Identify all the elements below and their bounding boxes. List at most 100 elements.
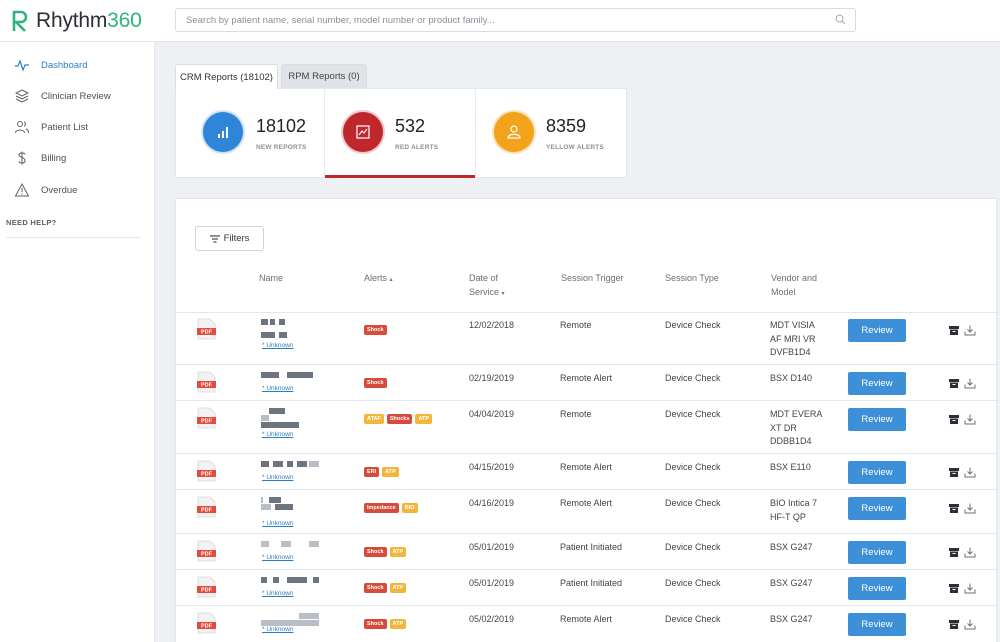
vendor-model-cell: BIO Intica 7 HF-T QP — [770, 497, 817, 524]
search-input[interactable] — [176, 9, 816, 31]
stat-yellow-alerts[interactable]: 8359 YELLOW ALERTS — [476, 89, 626, 178]
stats-card: 18102 NEW REPORTS 532 RED ALERTS 8359 YE… — [175, 88, 627, 178]
tab-rpm-reports[interactable]: RPM Reports (0) — [281, 64, 367, 88]
divider — [324, 89, 325, 178]
session-type-cell: Device Check — [665, 462, 721, 472]
table-row[interactable]: PDF * Unknown Shock ATP 05/01/2019 Patient In… — [176, 570, 998, 606]
unknown-link[interactable]: * Unknown — [262, 431, 294, 438]
pdf-icon[interactable]: PDF — [197, 540, 216, 562]
alerts-cell: Shock — [364, 320, 436, 339]
pdf-icon[interactable]: PDF — [197, 371, 216, 393]
review-button[interactable]: Review — [848, 408, 906, 431]
table-row[interactable]: PDF * Unknown Shock ATP 05/01/2019 Patient In… — [176, 534, 998, 570]
need-help-link[interactable]: NEED HELP? — [6, 218, 57, 227]
session-type-cell: Device Check — [665, 578, 721, 588]
table-row[interactable]: PDF * Unknown ERI ATP 04/15/2019 Remote Alert… — [176, 454, 998, 490]
app-logo[interactable]: Rhythm360 — [12, 8, 142, 34]
download-icon[interactable] — [964, 378, 976, 389]
download-icon[interactable] — [964, 583, 976, 594]
table-row[interactable]: PDF * Unknown Shock 12/02/2018 Remote Device … — [176, 312, 998, 365]
col-header-name[interactable]: Name — [259, 273, 284, 283]
unknown-link[interactable]: * Unknown — [262, 626, 294, 633]
session-trigger-cell: Remote Alert — [560, 373, 613, 383]
unknown-link[interactable]: * Unknown — [262, 520, 294, 527]
archive-icon[interactable] — [949, 584, 959, 593]
pdf-icon[interactable]: PDF — [197, 576, 216, 598]
alert-badge: ATP — [382, 467, 399, 477]
archive-icon[interactable] — [949, 379, 959, 388]
table-row[interactable]: PDF * Unknown Shock ATP 05/02/2019 Remote Ale… — [176, 606, 998, 642]
archive-icon[interactable] — [949, 620, 959, 629]
session-trigger-cell: Patient Initiated — [560, 578, 623, 588]
vendor-model-line: MDT VISIA — [770, 320, 815, 330]
svg-text:PDF: PDF — [201, 472, 213, 478]
dollar-icon — [18, 151, 26, 165]
search-icon[interactable] — [835, 14, 846, 25]
review-button[interactable]: Review — [848, 461, 906, 484]
unknown-link[interactable]: * Unknown — [262, 590, 294, 597]
download-icon[interactable] — [964, 467, 976, 478]
download-icon[interactable] — [964, 325, 976, 336]
unknown-link[interactable]: * Unknown — [262, 474, 294, 481]
table-row[interactable]: PDF * Unknown Shock 02/19/2019 Remote Alert D… — [176, 365, 998, 401]
logo-r-icon — [12, 10, 28, 32]
review-button[interactable]: Review — [848, 319, 906, 342]
unknown-link[interactable]: * Unknown — [262, 342, 294, 349]
review-button[interactable]: Review — [848, 372, 906, 395]
sidebar-item-overdue[interactable]: Overdue — [0, 178, 155, 202]
sidebar-item-dashboard[interactable]: Dashboard — [0, 53, 155, 77]
pdf-icon[interactable]: PDF — [197, 407, 216, 429]
svg-text:PDF: PDF — [201, 588, 213, 594]
layers-icon — [15, 89, 29, 103]
sidebar-item-patient-list[interactable]: Patient List — [0, 115, 155, 139]
table-row[interactable]: PDF * Unknown Impedance BIO 04/16/2019 Remote… — [176, 490, 998, 534]
filters-button[interactable]: Filters — [195, 226, 264, 251]
col-header-date[interactable]: Date of Service ▾ — [469, 273, 505, 297]
alert-badge: ATAF — [364, 414, 384, 424]
archive-icon[interactable] — [949, 468, 959, 477]
pdf-icon[interactable]: PDF — [197, 496, 216, 518]
pdf-icon[interactable]: PDF — [197, 460, 216, 482]
alert-badge: ATP — [389, 619, 407, 629]
download-icon[interactable] — [964, 414, 976, 425]
person-icon — [507, 125, 521, 139]
sidebar-item-billing[interactable]: Billing — [0, 146, 155, 170]
review-button[interactable]: Review — [848, 497, 906, 520]
pdf-icon[interactable]: PDF — [197, 318, 216, 340]
archive-icon[interactable] — [949, 326, 959, 335]
vendor-model-line: BSX D140 — [770, 373, 813, 383]
sidebar-item-clinician-review[interactable]: Clinician Review — [0, 84, 155, 108]
stat-new-reports[interactable]: 18102 NEW REPORTS — [176, 89, 326, 178]
col-header-vendor[interactable]: Vendor and Model — [771, 273, 818, 297]
archive-icon[interactable] — [949, 504, 959, 513]
archive-icon[interactable] — [949, 415, 959, 424]
sidebar-item-label: Dashboard — [41, 59, 88, 71]
vendor-model-cell: MDT EVERA XT DR DDBB1D4 — [770, 408, 822, 449]
vendor-model-cell: MDT VISIA AF MRI VR DVFB1D4 — [770, 319, 816, 360]
top-bar: Rhythm360 — [0, 0, 1000, 42]
session-trigger-cell: Remote Alert — [560, 498, 613, 508]
col-header-alerts[interactable]: Alerts ▴ — [364, 273, 393, 283]
download-icon[interactable] — [964, 503, 976, 514]
unknown-link[interactable]: * Unknown — [262, 554, 294, 561]
review-button[interactable]: Review — [848, 541, 906, 564]
pdf-icon[interactable]: PDF — [197, 612, 216, 634]
stat-label: YELLOW ALERTS — [546, 144, 604, 151]
stat-red-alerts[interactable]: 532 RED ALERTS — [325, 89, 475, 178]
col-header-trigger[interactable]: Session Trigger — [561, 273, 624, 283]
divider — [6, 237, 141, 238]
unknown-link[interactable]: * Unknown — [262, 385, 294, 392]
download-icon[interactable] — [964, 619, 976, 630]
vendor-model-line: DVFB1D4 — [770, 347, 811, 357]
vendor-model-line: BSX G247 — [770, 542, 813, 552]
vendor-model-cell: BSX G247 — [770, 577, 813, 591]
col-header-type[interactable]: Session Type — [665, 273, 719, 283]
archive-icon[interactable] — [949, 548, 959, 557]
sort-desc-icon: ▾ — [501, 291, 505, 297]
table-row[interactable]: PDF * Unknown ATAF Shocks ATP 04/04/2019 Remot… — [176, 401, 998, 454]
tab-crm-reports[interactable]: CRM Reports (18102) — [175, 64, 278, 89]
review-button[interactable]: Review — [848, 577, 906, 600]
review-button[interactable]: Review — [848, 613, 906, 636]
download-icon[interactable] — [964, 547, 976, 558]
session-type-cell: Device Check — [665, 498, 721, 508]
